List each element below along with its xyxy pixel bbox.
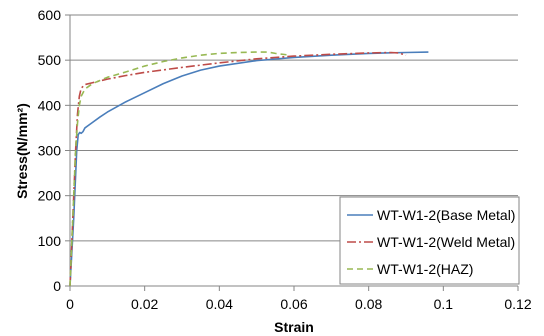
y-tick-label: 100 [38,233,62,249]
y-axis-ticks: 0 100 200 300 400 500 600 [38,7,70,294]
series-line-2 [69,51,407,287]
y-tick-label: 600 [38,7,62,23]
x-tick-label: 0.1 [434,296,454,312]
series-group [69,51,429,287]
x-axis-title: Strain [274,319,314,335]
y-axis-title: Stress(N/mm²) [14,103,30,199]
y-tick-label: 0 [53,278,61,294]
y-tick-label: 500 [38,52,62,68]
y-tick-label: 400 [38,97,62,113]
x-tick-label: 0.02 [131,296,158,312]
x-tick-label: 0.04 [206,296,233,312]
y-tick-label: 300 [38,143,62,159]
series-line-1 [69,51,429,287]
legend-label-1: WT-W1-2(Base Metal) [377,207,515,223]
x-tick-label: 0 [66,296,74,312]
legend: WT-W1-2(Base Metal) WT-W1-2(Weld Metal) WT… [339,196,520,285]
x-tick-label: 0.08 [355,296,382,312]
x-axis-ticks: 0 0.02 0.04 0.06 0.08 0.1 0.12 [66,286,532,312]
legend-label-3: WT-W1-2(HAZ) [377,261,473,277]
y-tick-label: 200 [38,188,62,204]
x-tick-label: 0.12 [504,296,531,312]
legend-items: WT-W1-2(Base Metal) WT-W1-2(Weld Metal) WT… [347,207,515,277]
legend-label-2: WT-W1-2(Weld Metal) [377,234,515,250]
series-line-3 [69,51,287,287]
x-tick-label: 0.06 [280,296,307,312]
